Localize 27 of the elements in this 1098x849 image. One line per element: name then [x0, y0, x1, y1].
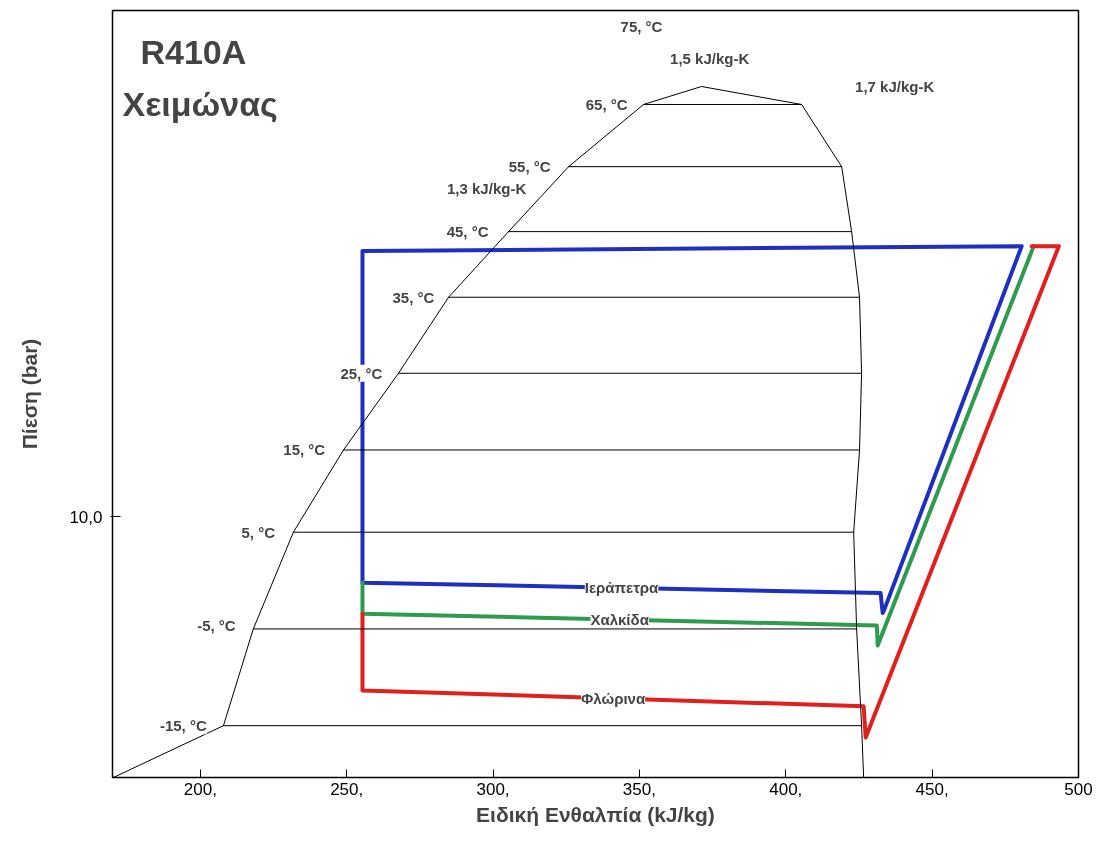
- annotation: 1,3 kJ/kg-K: [447, 179, 527, 197]
- annotation: 15, °C: [283, 441, 326, 459]
- annotation: 5, °C: [241, 523, 276, 541]
- series-label: Ιεράπετρα: [584, 579, 660, 597]
- y-axis-title: Πίεση (bar): [18, 338, 42, 450]
- annotation: 45, °C: [446, 223, 489, 241]
- series-label: Χαλκίδα: [590, 611, 650, 629]
- annotation: -5, °C: [197, 616, 236, 634]
- annotation: 55, °C: [508, 158, 551, 176]
- text: 75, °C: [620, 17, 663, 35]
- x-tick-label: 400,: [769, 779, 803, 799]
- series-label: Φλώρινα: [580, 689, 646, 707]
- annotation: -15, °C: [159, 717, 207, 735]
- annotation: 35, °C: [392, 288, 435, 306]
- x-tick-label: 350,: [622, 779, 656, 799]
- chart-title: R410A: [140, 32, 247, 71]
- annotation: 1,7 kJ/kg-K: [855, 78, 935, 96]
- x-tick-label: 200,: [183, 779, 217, 799]
- text: 1,5 kJ/kg-K: [670, 50, 750, 68]
- chart-subtitle: Χειμώνας: [122, 84, 278, 123]
- annotation: 65, °C: [585, 95, 628, 113]
- text: 10,0: [69, 508, 103, 527]
- x-tick-label: 500: [1064, 779, 1093, 799]
- x-tick-label: 250,: [330, 779, 364, 799]
- x-axis-title: Ειδική Ενθαλπία (kJ/kg): [476, 802, 715, 826]
- x-tick-label: 450,: [915, 779, 949, 799]
- x-tick-label: 300,: [476, 779, 510, 799]
